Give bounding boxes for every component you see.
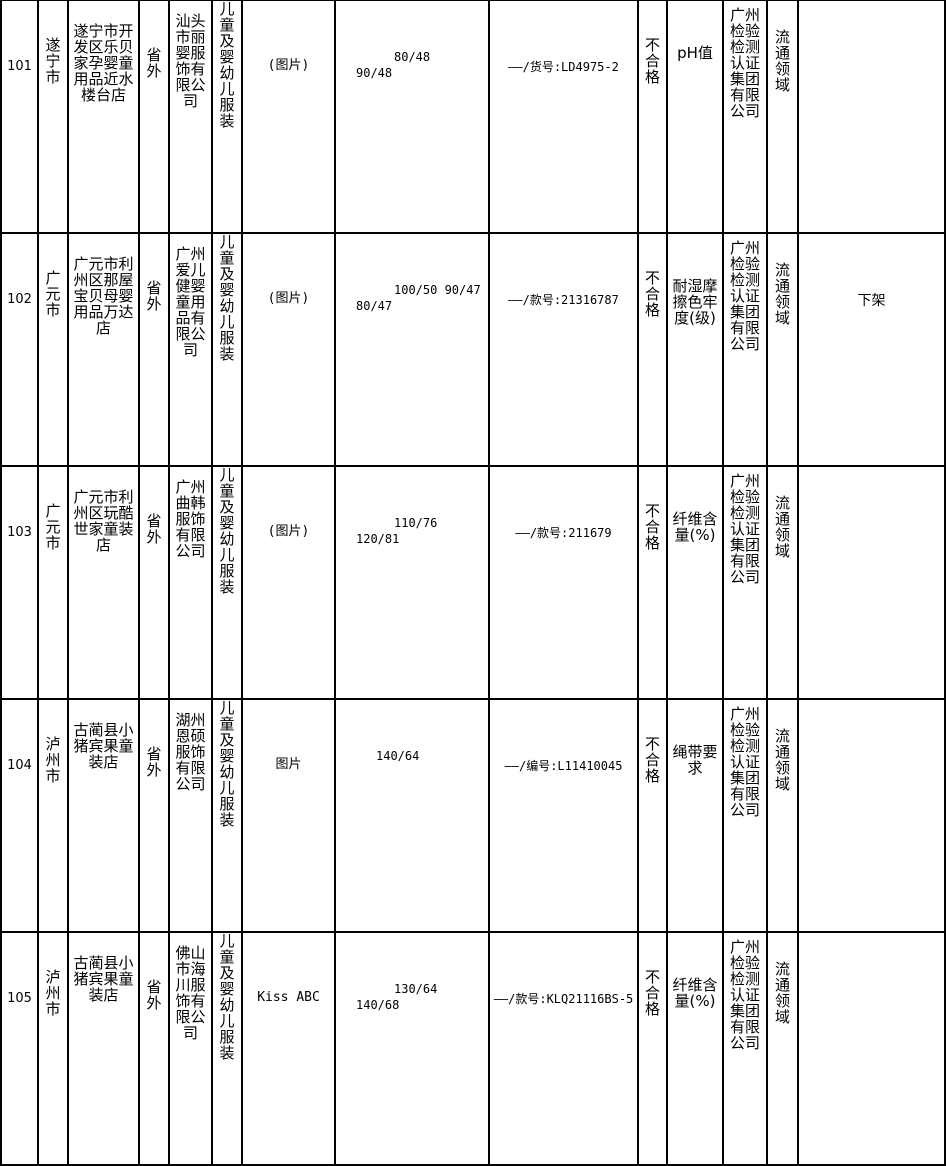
spec-cell: 140/64 (334, 698, 490, 933)
store-cell: 广元市利州区那屋宝贝母婴用品万达店 (67, 232, 140, 467)
province-cell: 省外 (138, 0, 170, 234)
failed-item-cell: pH值 (666, 0, 724, 234)
field-cell: 流通领域 (766, 232, 799, 467)
spec-line: 140/68 (356, 998, 400, 1012)
spec-line: 90/48 (356, 66, 393, 80)
note-cell (797, 0, 946, 234)
spec-line: 110/76 (394, 516, 438, 530)
store-cell: 广元市利州区玩酷世家童装店 (67, 465, 140, 700)
table-row: 103 广元市 广元市利州区玩酷世家童装店 省外 广州曲韩服饰有限公司 儿童及婴… (0, 465, 946, 700)
table-row: 101 遂宁市 遂宁市开发区乐贝家孕婴童用品近水楼台店 省外 汕头市丽婴服饰有限… (0, 0, 946, 234)
serial-number: 101 (0, 0, 39, 234)
city-cell: 遂宁市 (37, 0, 69, 234)
failed-item-cell: 绳带要求 (666, 698, 724, 933)
city-cell: 广元市 (37, 465, 69, 700)
province-cell: 省外 (138, 931, 170, 1166)
spec-line: 80/47 (356, 299, 393, 313)
product-name-cell: Kiss ABC (241, 931, 336, 1166)
result-cell: 不合格 (637, 232, 668, 467)
failed-item-cell: 纤维含量(%) (666, 465, 724, 700)
model-cell: ——/款号:21316787 (488, 232, 639, 467)
category-cell: 儿童及婴幼儿服装 (211, 232, 243, 467)
category-cell: 儿童及婴幼儿服装 (211, 465, 243, 700)
failed-item-cell: 纤维含量(%) (666, 931, 724, 1166)
field-cell: 流通领域 (766, 931, 799, 1166)
store-cell: 古蔺县小猪宾果童装店 (67, 698, 140, 933)
manufacturer-cell: 广州曲韩服饰有限公司 (168, 465, 213, 700)
spec-cell: 100/50 90/47 80/47 (334, 232, 490, 467)
product-name-cell: (图片) (241, 0, 336, 234)
manufacturer-cell: 汕头市丽婴服饰有限公司 (168, 0, 213, 234)
spec-cell: 80/48 90/48 (334, 0, 490, 234)
store-cell: 遂宁市开发区乐贝家孕婴童用品近水楼台店 (67, 0, 140, 234)
lab-cell: 广州检验检测认证集团有限公司 (722, 931, 768, 1166)
category-cell: 儿童及婴幼儿服装 (211, 698, 243, 933)
manufacturer-cell: 湖州恩硕服饰有限公司 (168, 698, 213, 933)
spec-line: 100/50 90/47 (394, 283, 481, 297)
failed-item-cell: 耐湿摩擦色牢度(级) (666, 232, 724, 467)
table-row: 104 泸州市 古蔺县小猪宾果童装店 省外 湖州恩硕服饰有限公司 儿童及婴幼儿服… (0, 698, 946, 933)
table-row: 102 广元市 广元市利州区那屋宝贝母婴用品万达店 省外 广州爱儿健婴童用品有限… (0, 232, 946, 467)
serial-number: 104 (0, 698, 39, 933)
category-cell: 儿童及婴幼儿服装 (211, 0, 243, 234)
spec-cell: 130/64 140/68 (334, 931, 490, 1166)
spec-line: 130/64 (394, 982, 438, 996)
province-cell: 省外 (138, 232, 170, 467)
spec-line: 120/81 (356, 532, 400, 546)
category-cell: 儿童及婴幼儿服装 (211, 931, 243, 1166)
field-cell: 流通领域 (766, 465, 799, 700)
result-cell: 不合格 (637, 931, 668, 1166)
manufacturer-cell: 佛山市海川服饰有限公司 (168, 931, 213, 1166)
store-cell: 古蔺县小猪宾果童装店 (67, 931, 140, 1166)
note-cell: 下架 (797, 232, 946, 467)
spec-line: 140/64 (376, 749, 420, 763)
model-cell: ——/编号:L11410045 (488, 698, 639, 933)
manufacturer-cell: 广州爱儿健婴童用品有限公司 (168, 232, 213, 467)
product-name-cell: (图片) (241, 465, 336, 700)
spec-cell: 110/76 120/81 (334, 465, 490, 700)
province-cell: 省外 (138, 698, 170, 933)
lab-cell: 广州检验检测认证集团有限公司 (722, 465, 768, 700)
city-cell: 泸州市 (37, 698, 69, 933)
model-cell: ——/货号:LD4975-2 (488, 0, 639, 234)
serial-number: 102 (0, 232, 39, 467)
field-cell: 流通领域 (766, 0, 799, 234)
note-cell (797, 931, 946, 1166)
product-name-cell: 图片 (241, 698, 336, 933)
lab-cell: 广州检验检测认证集团有限公司 (722, 0, 768, 234)
spec-line: 80/48 (394, 50, 431, 64)
lab-cell: 广州检验检测认证集团有限公司 (722, 232, 768, 467)
table-row: 105 泸州市 古蔺县小猪宾果童装店 省外 佛山市海川服饰有限公司 儿童及婴幼儿… (0, 931, 946, 1166)
lab-cell: 广州检验检测认证集团有限公司 (722, 698, 768, 933)
result-cell: 不合格 (637, 465, 668, 700)
result-cell: 不合格 (637, 0, 668, 234)
result-cell: 不合格 (637, 698, 668, 933)
serial-number: 103 (0, 465, 39, 700)
note-cell (797, 698, 946, 933)
city-cell: 广元市 (37, 232, 69, 467)
province-cell: 省外 (138, 465, 170, 700)
city-cell: 泸州市 (37, 931, 69, 1166)
model-cell: ——/款号:KLQ21116BS-5 (488, 931, 639, 1166)
serial-number: 105 (0, 931, 39, 1166)
model-cell: ——/款号:211679 (488, 465, 639, 700)
product-name-cell: (图片) (241, 232, 336, 467)
note-cell (797, 465, 946, 700)
field-cell: 流通领域 (766, 698, 799, 933)
